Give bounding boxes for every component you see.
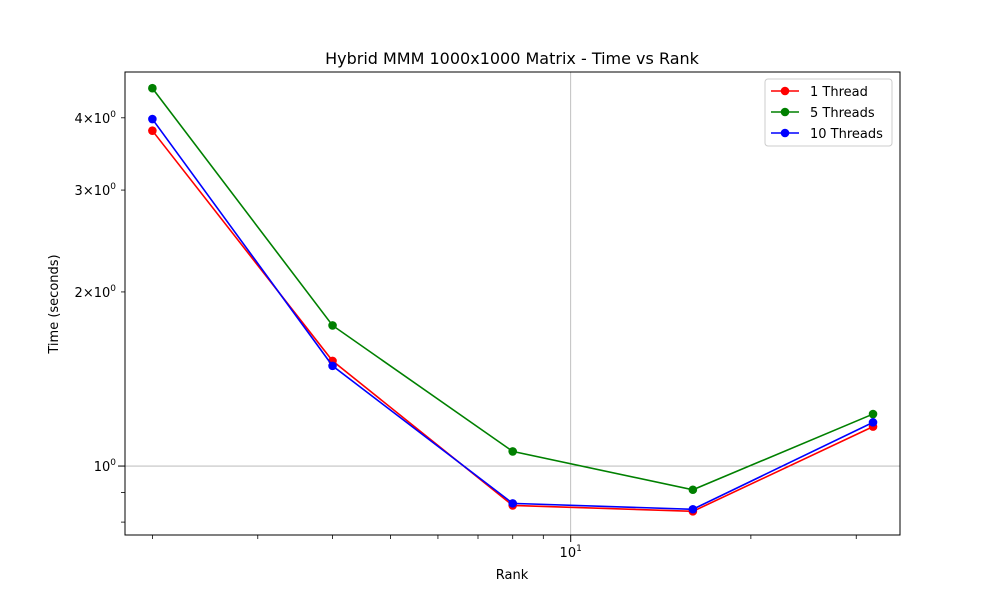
x-tick-label: 101 xyxy=(560,544,582,561)
legend-entry: 1 Thread xyxy=(771,85,868,100)
data-point xyxy=(688,504,698,514)
series-2 xyxy=(148,83,878,495)
series-layer xyxy=(148,83,878,516)
data-point xyxy=(148,126,157,135)
legend: 1 Thread 5 Threads 10 Threads xyxy=(764,78,893,147)
legend-entry: 5 Threads xyxy=(771,106,875,121)
data-point xyxy=(508,447,518,456)
x-axis-label: Rank xyxy=(496,568,529,583)
series-line xyxy=(151,87,874,491)
ticks: 101 100 2×100 3×100 4×100 xyxy=(75,110,857,561)
legend-box xyxy=(764,78,893,147)
y-tick-label: 2×100 xyxy=(75,284,117,301)
legend-label: 10 Threads xyxy=(810,127,883,142)
data-point xyxy=(148,83,157,93)
data-point xyxy=(508,499,518,508)
legend-marker xyxy=(780,107,790,117)
y-tick-label: 100 xyxy=(94,458,117,475)
legend-marker xyxy=(780,128,790,138)
data-point xyxy=(328,321,337,330)
legend-label: 1 Thread xyxy=(810,85,868,100)
series-3 xyxy=(148,114,878,514)
data-point xyxy=(328,361,337,371)
legend-marker xyxy=(780,86,790,96)
y-tick-label: 3×100 xyxy=(75,182,117,199)
data-point xyxy=(688,485,698,495)
grid xyxy=(125,72,900,535)
y-tick-label: 4×100 xyxy=(75,110,117,127)
y-axis-label: Time (seconds) xyxy=(47,254,62,354)
data-point xyxy=(868,418,878,427)
chart-title: Hybrid MMM 1000x1000 Matrix - Time vs Ra… xyxy=(325,49,700,68)
legend-entry: 10 Threads xyxy=(771,127,883,142)
legend-label: 5 Threads xyxy=(810,106,875,121)
data-point xyxy=(868,409,878,419)
series-1 xyxy=(148,126,878,516)
data-point xyxy=(148,114,157,124)
